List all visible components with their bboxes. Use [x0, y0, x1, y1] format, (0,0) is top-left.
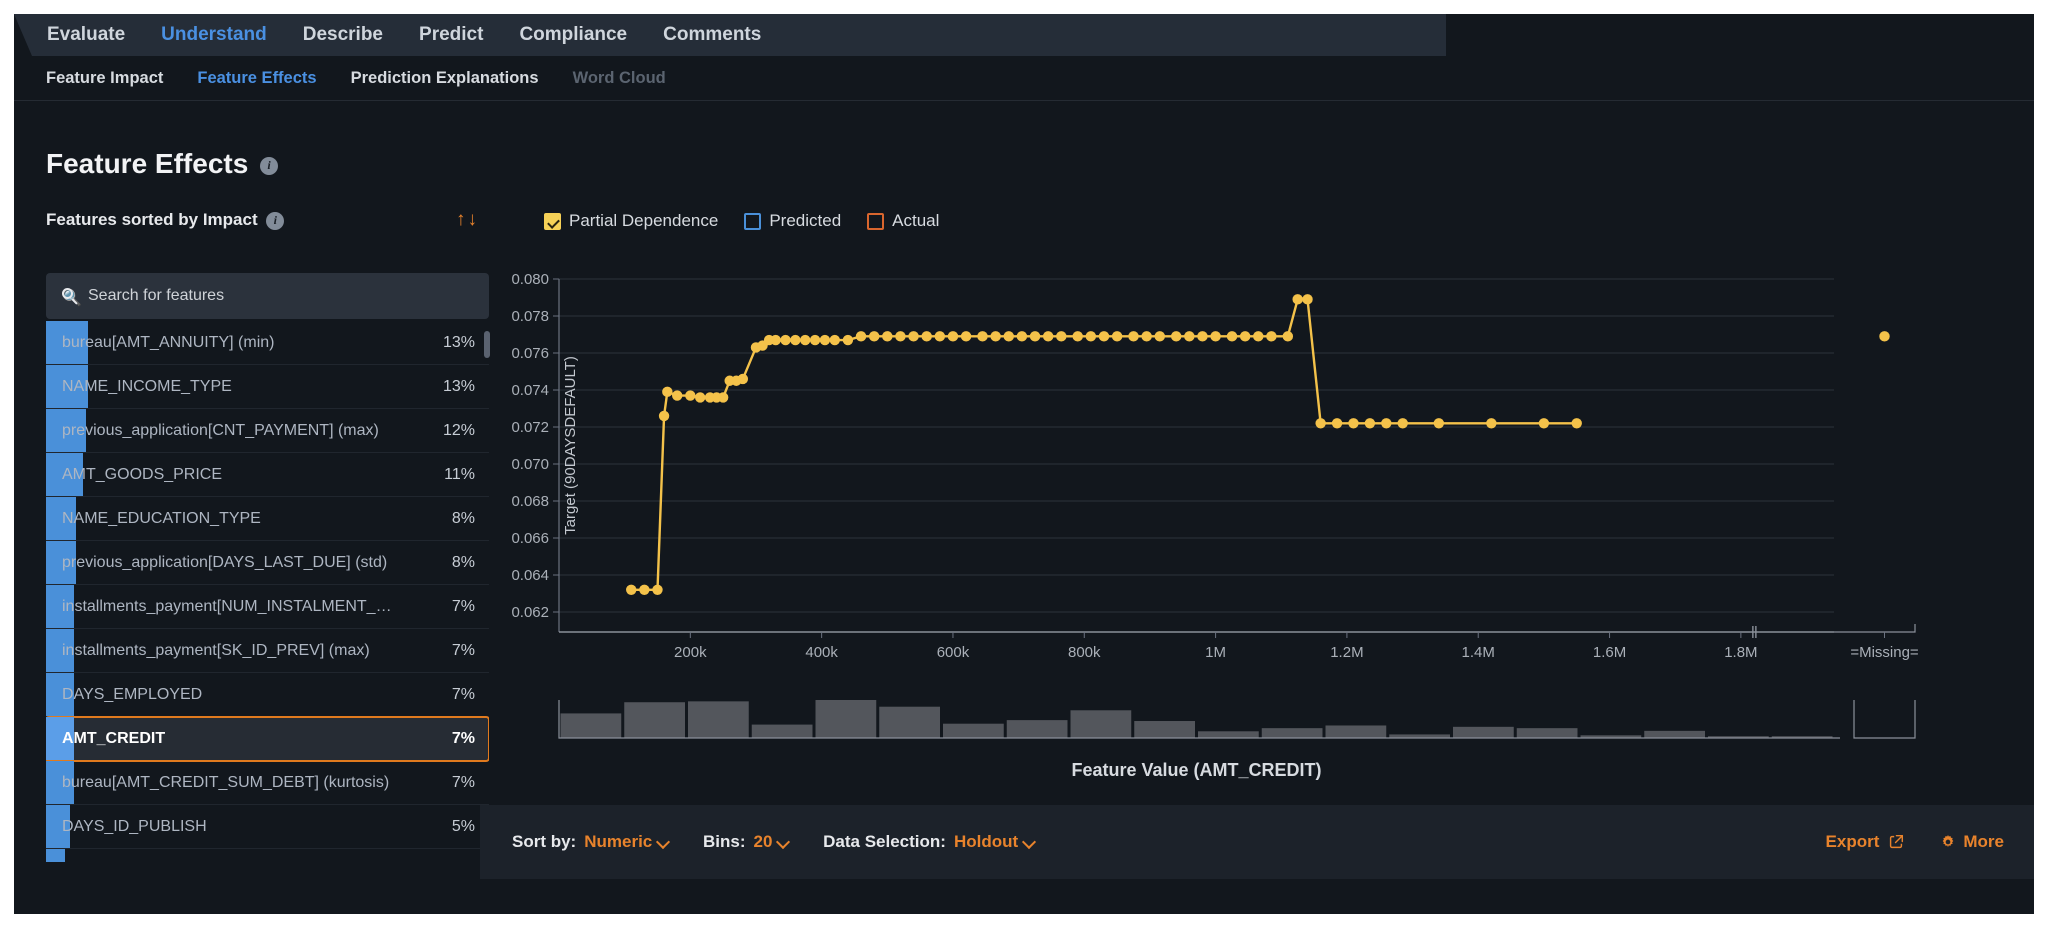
svg-text:0.076: 0.076	[512, 345, 549, 362]
svg-text:0.062: 0.062	[512, 604, 549, 621]
svg-text:0.080: 0.080	[512, 271, 549, 288]
svg-text:1.2M: 1.2M	[1330, 644, 1363, 661]
svg-text:200k: 200k	[674, 644, 707, 661]
svg-text:0.064: 0.064	[512, 567, 549, 584]
svg-text:1.8M: 1.8M	[1724, 644, 1757, 661]
svg-text:800k: 800k	[1068, 644, 1101, 661]
svg-text:1.4M: 1.4M	[1462, 644, 1495, 661]
svg-text:0.078: 0.078	[512, 308, 549, 325]
svg-text:0.068: 0.068	[512, 493, 549, 510]
svg-text:=Missing=: =Missing=	[1850, 644, 1919, 661]
svg-text:Feature Value (AMT_CREDIT): Feature Value (AMT_CREDIT)	[1071, 760, 1321, 780]
svg-text:1.6M: 1.6M	[1593, 644, 1626, 661]
svg-text:400k: 400k	[805, 644, 838, 661]
svg-text:0.070: 0.070	[512, 456, 549, 473]
svg-text:1M: 1M	[1205, 644, 1226, 661]
svg-text:0.066: 0.066	[512, 530, 549, 547]
svg-text:600k: 600k	[937, 644, 970, 661]
svg-text:0.074: 0.074	[512, 382, 549, 399]
svg-text:Target (90DAYSDEFAULT): Target (90DAYSDEFAULT)	[562, 356, 579, 535]
svg-text:0.072: 0.072	[512, 419, 549, 436]
